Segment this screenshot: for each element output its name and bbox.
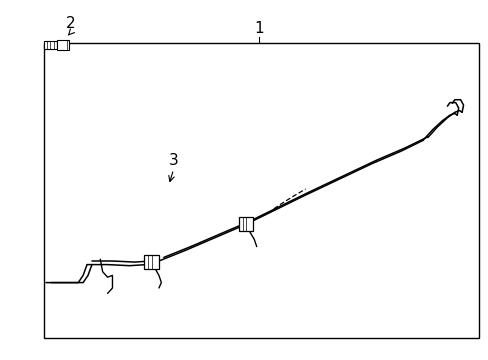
Bar: [43, 41, 57, 49]
Bar: [44, 43, 478, 338]
Bar: [238, 217, 253, 231]
Bar: [57, 40, 69, 50]
Text: 3: 3: [168, 153, 178, 168]
Text: 2: 2: [66, 16, 76, 31]
Text: 1: 1: [254, 21, 264, 36]
Bar: [144, 255, 159, 269]
